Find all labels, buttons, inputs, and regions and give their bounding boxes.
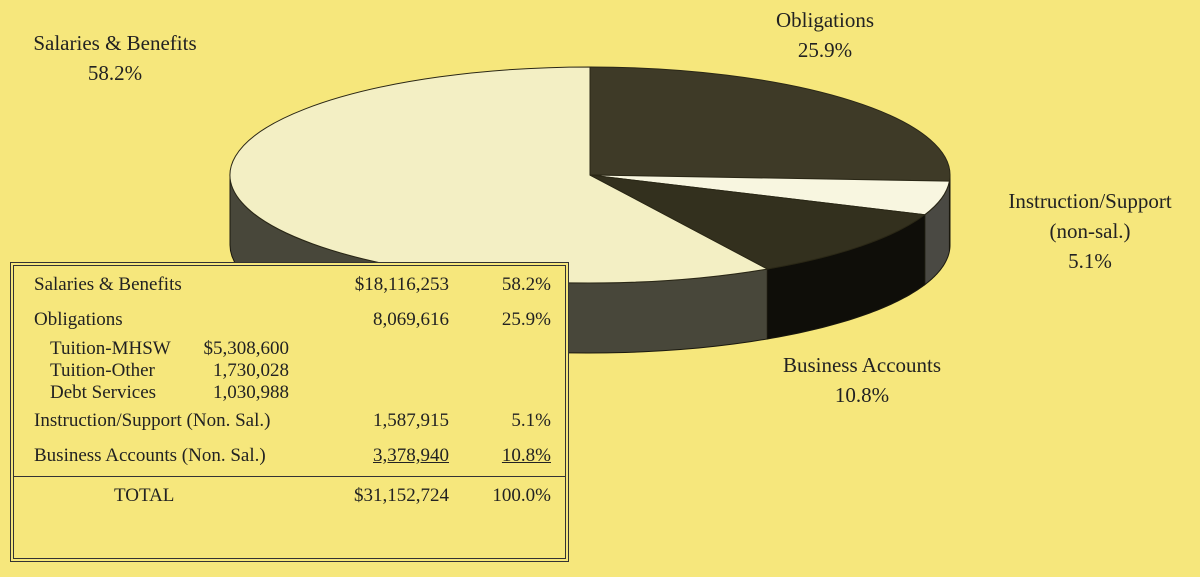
slice xyxy=(589,66,951,182)
category-label: Obligations xyxy=(776,8,874,32)
row-amount: 8,069,616 xyxy=(373,309,449,330)
separator xyxy=(14,476,565,477)
item-amount: 1,030,988 xyxy=(213,382,289,403)
value-label: 10.8% xyxy=(834,383,890,407)
category-label: Business Accounts xyxy=(782,353,942,377)
row-amount: 3,378,940 xyxy=(373,445,449,466)
row-percent: 58.2% xyxy=(501,274,551,295)
table-subrow: Tuition-MHSW $5,308,600 xyxy=(34,338,559,360)
row-percent: 25.9% xyxy=(501,309,551,330)
row-label: Business Accounts (Non. Sal.) xyxy=(34,445,266,466)
slice-label: Instruction/Support (non-sal.) 5.1% xyxy=(1008,186,1171,276)
row-amount: $18,116,253 xyxy=(354,274,449,295)
item-label: Tuition-Other xyxy=(50,360,155,381)
item-amount: 1,730,028 xyxy=(213,360,289,381)
slice xyxy=(589,174,927,270)
row-label: TOTAL xyxy=(114,485,175,506)
row-amount: $31,152,724 xyxy=(354,485,449,506)
item-amount: $5,308,600 xyxy=(203,338,290,359)
value-label: 58.2% xyxy=(87,61,143,85)
slice-label: Obligations 25.9% xyxy=(776,5,874,65)
value-label: 25.9% xyxy=(797,38,853,62)
item-label: Debt Services xyxy=(50,382,157,403)
category-label: Instruction/Support (non-sal.) xyxy=(1008,189,1172,243)
slice-label: Salaries & Benefits 58.2% xyxy=(33,28,196,88)
row-amount: 1,587,915 xyxy=(373,410,449,431)
table-subrow: Debt Services 1,030,988 xyxy=(34,382,559,404)
table-subrow: Tuition-Other 1,730,028 xyxy=(34,360,559,382)
category-label: Salaries & Benefits xyxy=(33,31,197,55)
table-row: Business Accounts (Non. Sal.) 3,378,940 10… xyxy=(34,445,559,474)
table-row: Salaries & Benefits $18,116,253 58.2% xyxy=(34,274,559,303)
summary-table: Salaries & Benefits $18,116,253 58.2% Oblig… xyxy=(10,262,569,562)
row-percent: 5.1% xyxy=(511,410,551,431)
row-label: Salaries & Benefits xyxy=(34,274,182,295)
value-label: 5.1% xyxy=(1068,249,1112,273)
row-percent: 100.0% xyxy=(492,485,551,506)
table-row: TOTAL $31,152,724 100.0% xyxy=(34,485,559,514)
item-label: Tuition-MHSW xyxy=(50,338,171,359)
row-label: Obligations xyxy=(34,309,123,330)
slice xyxy=(229,66,769,284)
table-row: Obligations 8,069,616 25.9% xyxy=(34,309,559,338)
row-label: Instruction/Support (Non. Sal.) xyxy=(34,410,271,431)
row-percent: 10.8% xyxy=(501,445,551,466)
slice-label: Business Accounts 10.8% xyxy=(783,350,941,410)
table-row: Instruction/Support (Non. Sal.) 1,587,915… xyxy=(34,410,559,439)
